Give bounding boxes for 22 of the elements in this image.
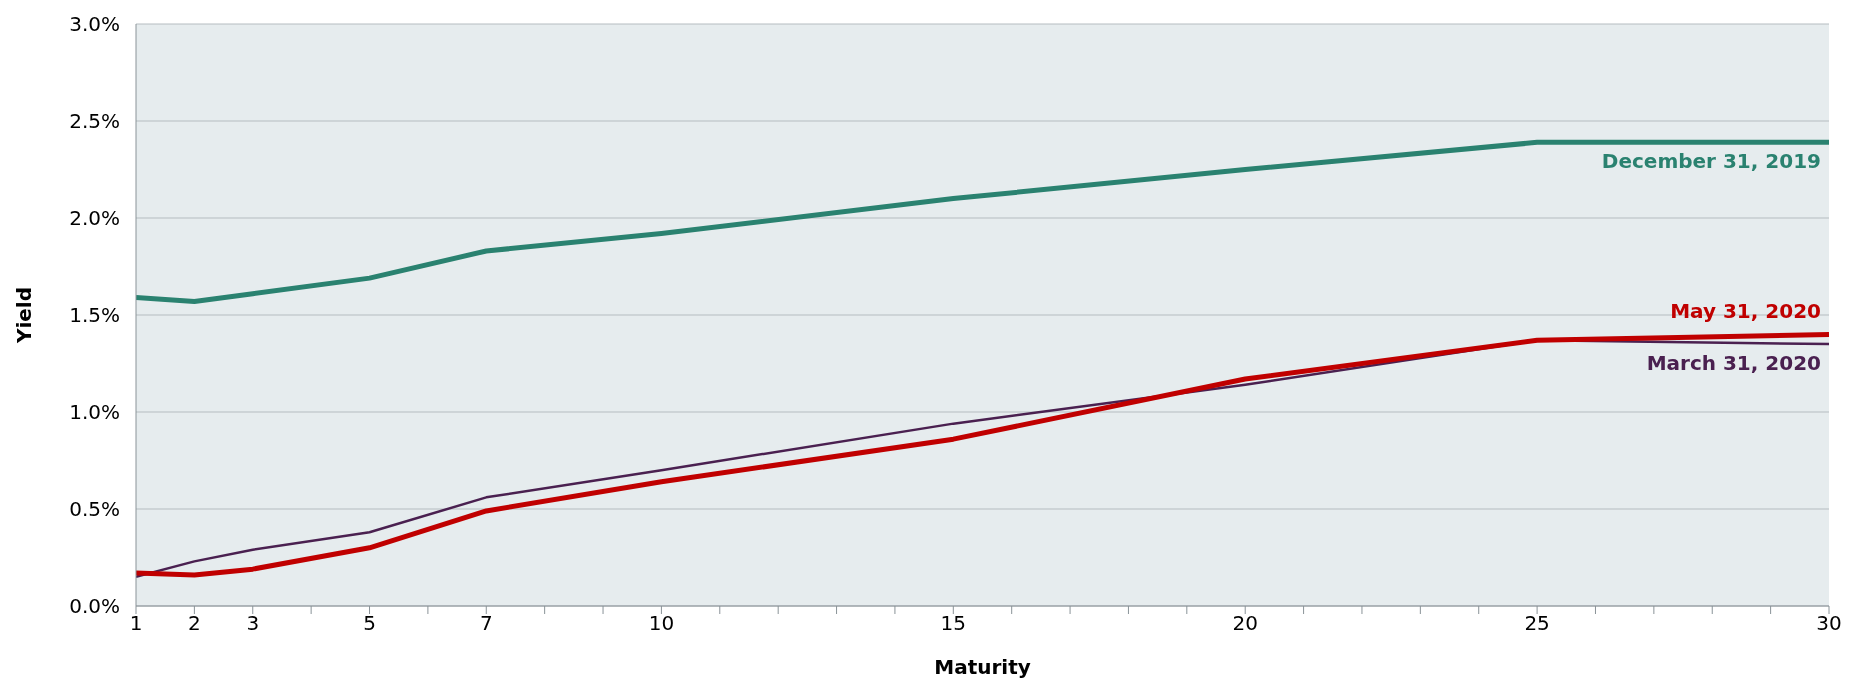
y-tick-label: 1.0%: [69, 400, 120, 425]
x-tick-label: 15: [940, 611, 967, 636]
y-tick-label: 0.5%: [69, 497, 120, 522]
x-tick-label: 20: [1232, 611, 1258, 636]
series-label: March 31, 2020: [1646, 351, 1821, 376]
x-tick-label: 5: [363, 611, 376, 636]
y-tick-label: 2.5%: [69, 109, 120, 134]
x-tick-label: 1: [129, 611, 143, 636]
y-tick-label: 2.0%: [69, 206, 120, 231]
x-tick-label: 3: [246, 611, 260, 636]
x-tick-label: 7: [479, 611, 493, 636]
x-tick-label: 10: [648, 611, 675, 636]
x-tick-label: 2: [188, 611, 201, 636]
x-tick-label: 30: [1816, 611, 1842, 636]
y-tick-label: 3.0%: [69, 12, 120, 37]
series-label: December 31, 2019: [1601, 149, 1821, 174]
x-axis-title: Maturity: [934, 655, 1031, 679]
y-axis-title: Yield: [12, 286, 37, 345]
series-label: May 31, 2020: [1670, 299, 1821, 324]
x-tick-label: 25: [1524, 611, 1550, 636]
y-tick-label: 0.0%: [69, 594, 120, 619]
y-tick-label: 1.5%: [69, 303, 120, 328]
